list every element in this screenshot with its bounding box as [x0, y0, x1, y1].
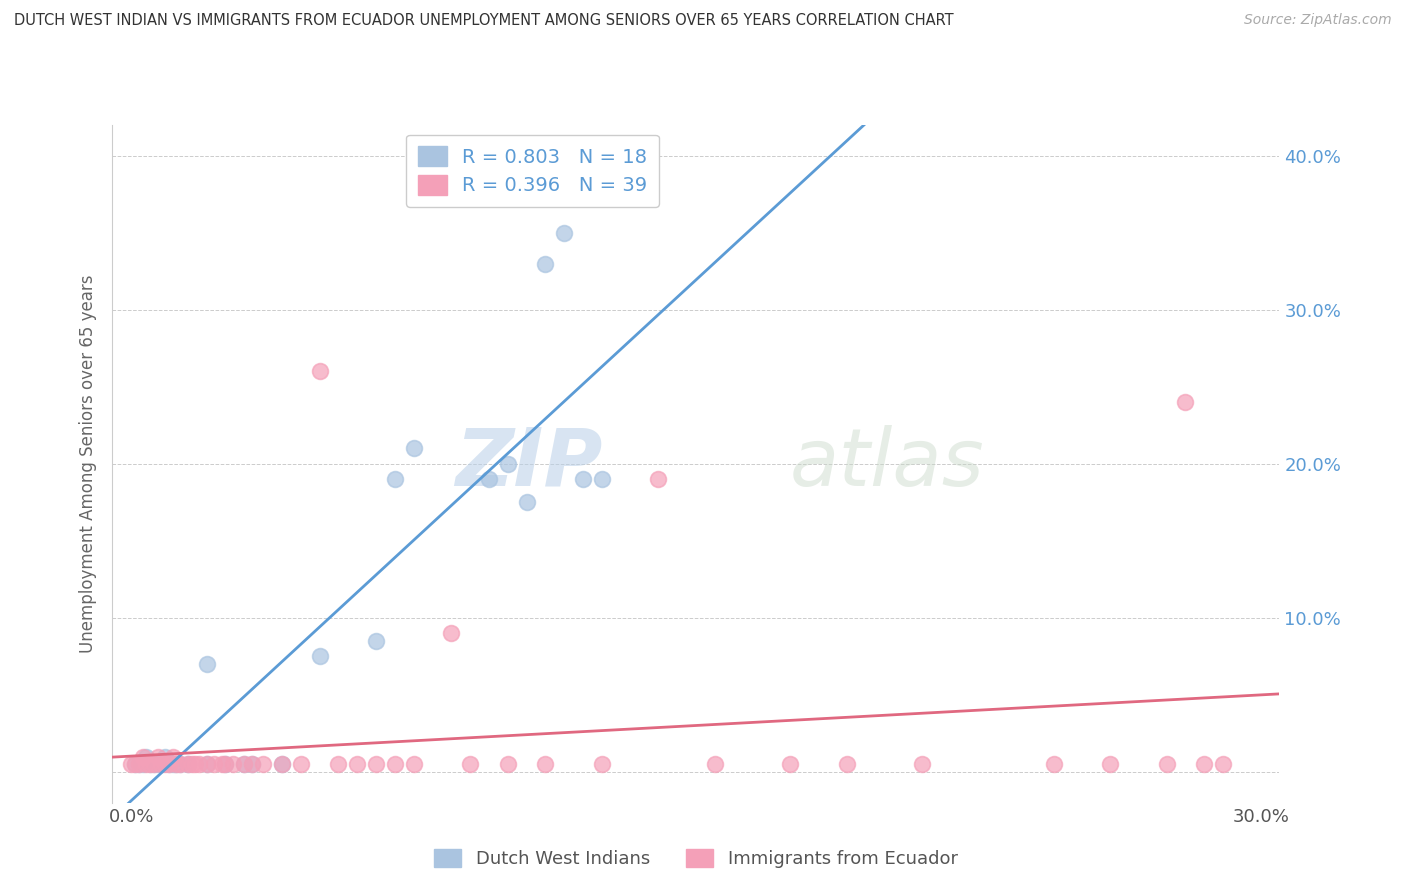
Point: [166, 757, 188, 772]
Point: [184, 757, 207, 772]
Point: [233, 757, 256, 772]
Point: [128, 757, 150, 772]
Point: [195, 757, 218, 772]
Point: [169, 757, 191, 772]
Point: [1192, 757, 1215, 772]
Point: [195, 757, 218, 772]
Point: [591, 472, 613, 486]
Point: [1156, 757, 1178, 772]
Point: [346, 757, 368, 772]
Point: [384, 757, 406, 772]
Point: [591, 757, 613, 772]
Point: [142, 757, 165, 772]
Point: [270, 757, 292, 772]
Y-axis label: Unemployment Among Seniors over 65 years: Unemployment Among Seniors over 65 years: [79, 275, 97, 653]
Point: [572, 472, 595, 486]
Point: [270, 757, 292, 772]
Point: [1042, 757, 1064, 772]
Point: [202, 757, 225, 772]
Point: [162, 749, 184, 764]
Point: [153, 749, 176, 764]
Point: [779, 757, 801, 772]
Point: [440, 626, 463, 640]
Point: [169, 757, 191, 772]
Point: [290, 757, 312, 772]
Point: [211, 757, 233, 772]
Point: [131, 749, 153, 764]
Point: [153, 757, 176, 772]
Point: [214, 757, 236, 772]
Point: [240, 757, 263, 772]
Point: [157, 757, 180, 772]
Point: [233, 757, 256, 772]
Point: [162, 757, 184, 772]
Point: [180, 757, 202, 772]
Point: [142, 757, 165, 772]
Point: [124, 757, 146, 772]
Point: [364, 634, 387, 648]
Point: [135, 757, 157, 772]
Point: [553, 226, 575, 240]
Point: [911, 757, 934, 772]
Point: [402, 442, 425, 456]
Legend: Dutch West Indians, Immigrants from Ecuador: Dutch West Indians, Immigrants from Ecua…: [427, 841, 965, 875]
Point: [647, 472, 669, 486]
Point: [458, 757, 481, 772]
Point: [146, 757, 169, 772]
Text: ZIP: ZIP: [456, 425, 603, 503]
Point: [120, 757, 142, 772]
Point: [1174, 395, 1197, 409]
Point: [124, 757, 146, 772]
Point: [384, 472, 406, 486]
Text: atlas: atlas: [789, 425, 984, 503]
Point: [222, 757, 245, 772]
Point: [214, 757, 236, 772]
Point: [150, 757, 173, 772]
Text: DUTCH WEST INDIAN VS IMMIGRANTS FROM ECUADOR UNEMPLOYMENT AMONG SENIORS OVER 65 : DUTCH WEST INDIAN VS IMMIGRANTS FROM ECU…: [14, 13, 953, 29]
Point: [1212, 757, 1234, 772]
Point: [703, 757, 725, 772]
Point: [364, 757, 387, 772]
Point: [402, 757, 425, 772]
Point: [177, 757, 200, 772]
Point: [516, 495, 538, 509]
Point: [157, 757, 180, 772]
Point: [328, 757, 350, 772]
Point: [195, 657, 218, 672]
Point: [128, 757, 150, 772]
Point: [131, 757, 153, 772]
Point: [496, 457, 519, 471]
Point: [308, 649, 330, 664]
Point: [252, 757, 274, 772]
Point: [166, 757, 188, 772]
Point: [478, 472, 501, 486]
Point: [835, 757, 858, 772]
Point: [150, 757, 173, 772]
Point: [1099, 757, 1122, 772]
Point: [139, 757, 162, 772]
Point: [240, 757, 263, 772]
Point: [534, 757, 557, 772]
Point: [139, 757, 162, 772]
Point: [496, 757, 519, 772]
Point: [308, 364, 330, 378]
Point: [534, 256, 557, 270]
Point: [188, 757, 211, 772]
Point: [146, 749, 169, 764]
Point: [177, 757, 200, 772]
Text: Source: ZipAtlas.com: Source: ZipAtlas.com: [1244, 13, 1392, 28]
Point: [135, 749, 157, 764]
